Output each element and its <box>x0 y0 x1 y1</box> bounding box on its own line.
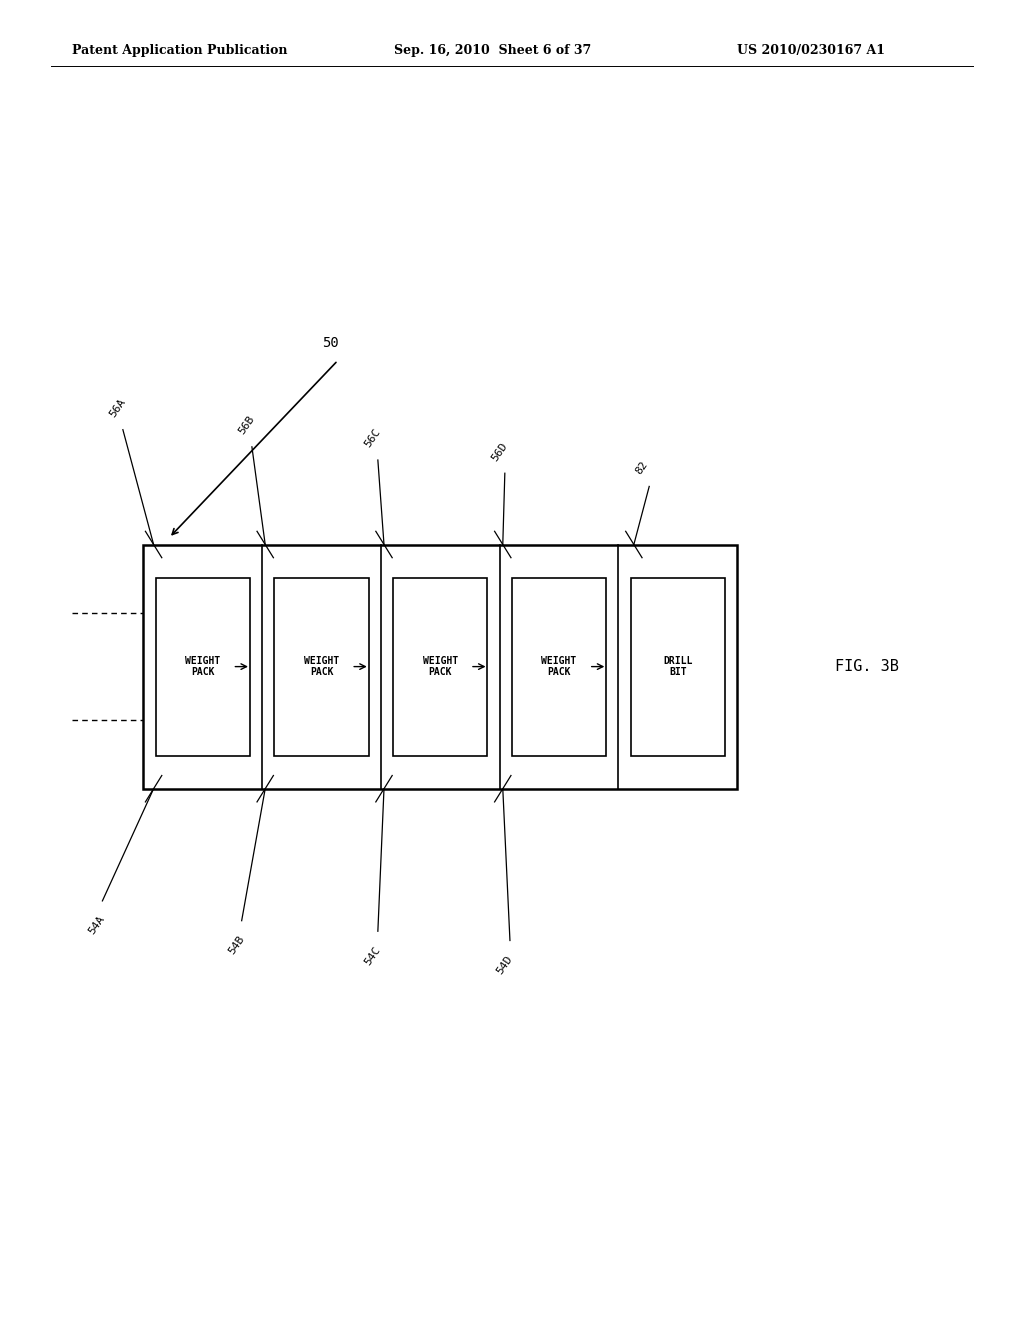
Bar <box>156 578 250 755</box>
Text: WEIGHT
PACK: WEIGHT PACK <box>304 656 339 677</box>
Text: 56A: 56A <box>108 397 127 420</box>
Text: Patent Application Publication: Patent Application Publication <box>72 44 287 57</box>
Text: 54A: 54A <box>87 913 106 936</box>
Text: 54B: 54B <box>226 935 246 956</box>
Text: US 2010/0230167 A1: US 2010/0230167 A1 <box>737 44 886 57</box>
Text: 56B: 56B <box>237 414 256 437</box>
Bar <box>274 578 369 755</box>
Bar <box>393 578 487 755</box>
Text: 54D: 54D <box>495 953 514 975</box>
Text: 56D: 56D <box>489 441 509 463</box>
Text: WEIGHT
PACK: WEIGHT PACK <box>542 656 577 677</box>
Text: 82: 82 <box>634 459 650 477</box>
Text: 54C: 54C <box>362 945 382 966</box>
Text: FIG. 3B: FIG. 3B <box>835 659 898 675</box>
Text: DRILL
BIT: DRILL BIT <box>664 656 692 677</box>
Text: Sep. 16, 2010  Sheet 6 of 37: Sep. 16, 2010 Sheet 6 of 37 <box>394 44 592 57</box>
Bar <box>143 545 737 789</box>
Bar <box>512 578 606 755</box>
Text: 56C: 56C <box>362 428 382 450</box>
Text: 50: 50 <box>323 335 339 350</box>
Text: WEIGHT
PACK: WEIGHT PACK <box>423 656 458 677</box>
Bar <box>631 578 725 755</box>
Text: WEIGHT
PACK: WEIGHT PACK <box>185 656 220 677</box>
